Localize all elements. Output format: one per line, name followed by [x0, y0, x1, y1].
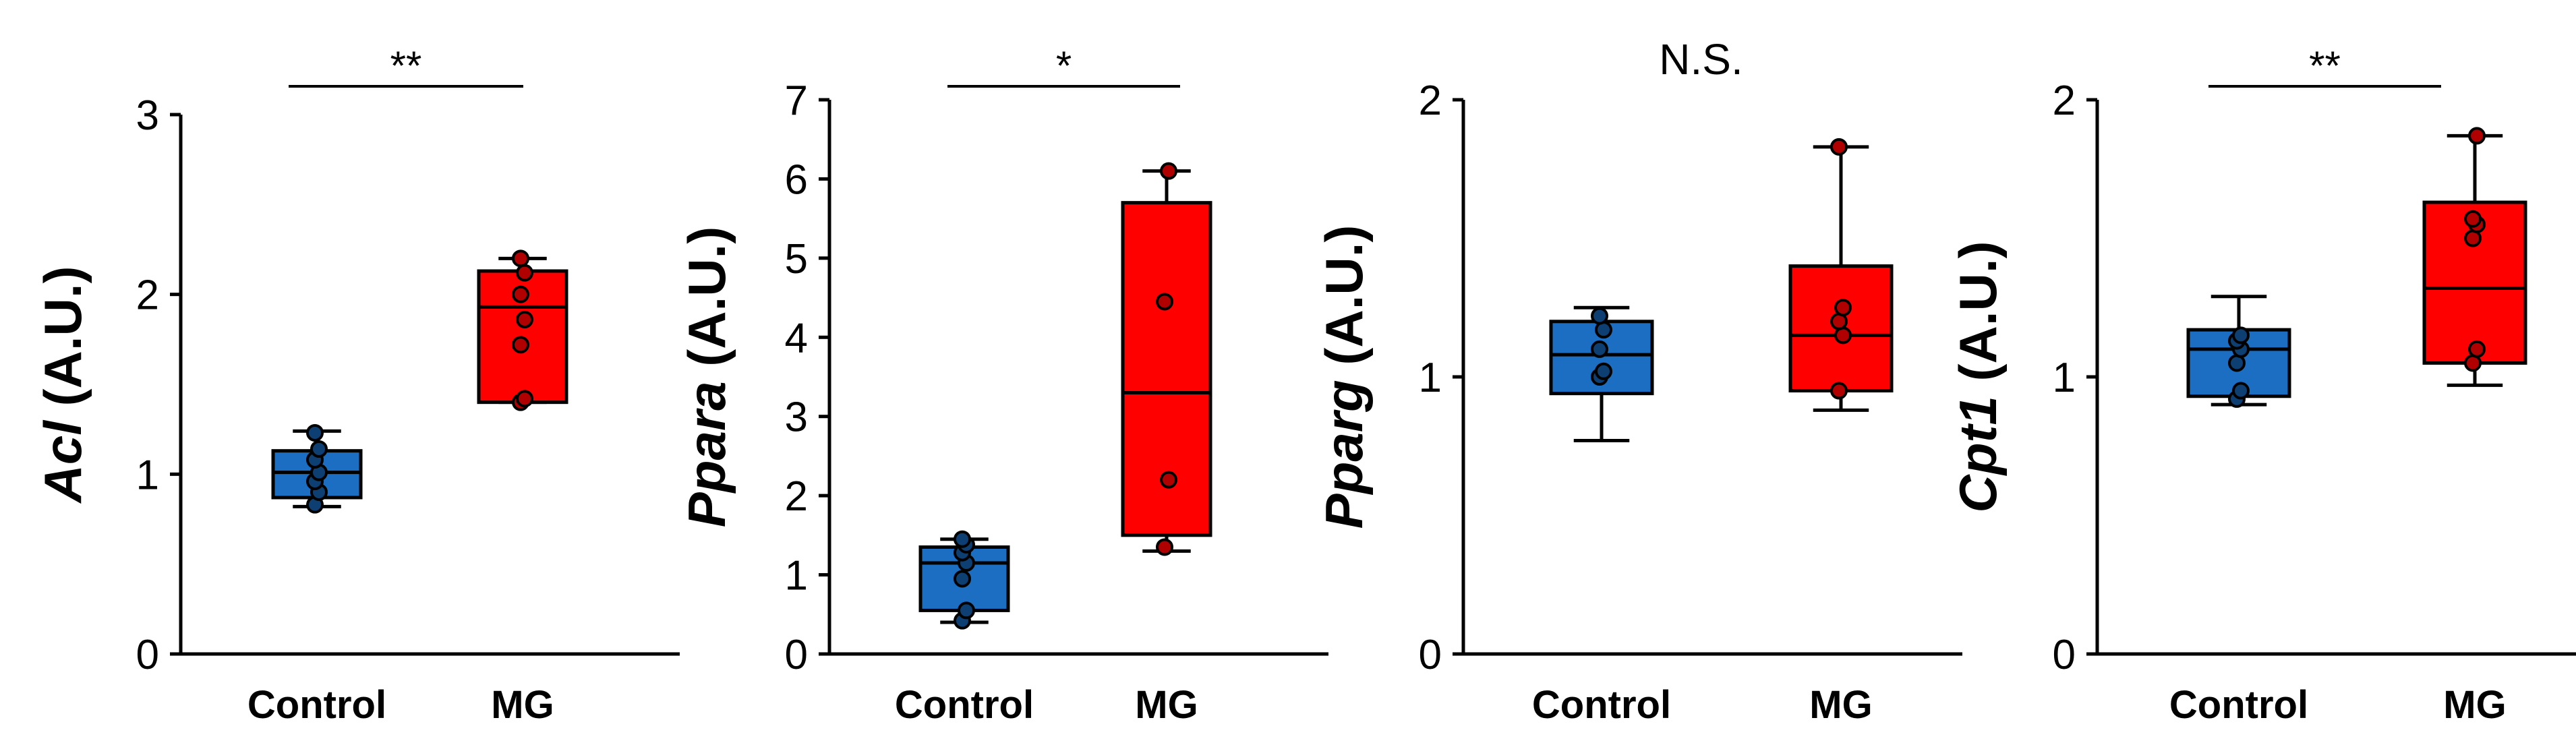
y-axis-title: Acl (A.U.) — [33, 266, 92, 504]
significance-label: ** — [2309, 43, 2341, 88]
data-point — [2464, 210, 2482, 228]
data-point — [1591, 307, 1608, 325]
data-point — [954, 570, 971, 588]
data-point — [1160, 162, 1177, 180]
data-point — [2232, 326, 2250, 345]
y-tick-label: 0 — [2053, 632, 2076, 678]
x-category-label: Control — [247, 683, 386, 727]
data-point — [1834, 299, 1852, 317]
data-point — [954, 530, 971, 548]
significance-label: * — [1056, 43, 1072, 88]
data-point — [958, 601, 975, 620]
data-point — [2468, 340, 2486, 358]
y-tick-label: 2 — [136, 272, 159, 319]
y-tick-label: 1 — [136, 452, 159, 498]
data-point — [516, 311, 533, 328]
y-axis-gene: Cpt1 — [1948, 396, 2008, 512]
box-mg — [477, 249, 568, 411]
y-tick-label: 7 — [785, 78, 808, 124]
panel-cpt1: 0 1 2 Control MG Cpt1 (A.U.) ** — [1948, 43, 2576, 727]
y-axis-gene: Pparg — [1314, 380, 1374, 529]
panel-acl: 0 1 2 3 Control MG Acl (A.U.) ** — [33, 43, 680, 727]
significance-label: ** — [390, 43, 422, 88]
y-axis-unit: (A.U.) — [33, 266, 92, 421]
y-tick-label: 0 — [1419, 632, 1442, 678]
data-point — [1160, 471, 1177, 489]
panel-pparg: 0 1 2 Control MG Pparg (A.U.) N.S. — [1314, 35, 1962, 727]
data-point — [1830, 382, 1848, 400]
box-control — [918, 530, 1010, 630]
data-point — [1591, 340, 1608, 358]
significance-label: N.S. — [1659, 35, 1743, 84]
x-category-label: Control — [2169, 683, 2308, 727]
y-tick-label: 5 — [785, 236, 808, 282]
data-point — [516, 390, 533, 408]
x-category-label: MG — [491, 683, 554, 727]
y-tick-label: 1 — [2053, 355, 2076, 401]
y-axis-title: Cpt1 (A.U.) — [1948, 241, 2008, 513]
y-axis-unit: (A.U.) — [1948, 241, 2008, 396]
y-tick-label: 4 — [785, 315, 808, 361]
data-point — [512, 285, 529, 303]
y-tick-label: 1 — [1419, 355, 1442, 401]
x-category-label: MG — [1135, 683, 1198, 727]
x-category-label: MG — [2443, 683, 2506, 727]
y-axis-title: Ppara (A.U.) — [677, 227, 736, 527]
y-axis-unit: (A.U.) — [677, 227, 736, 382]
box-mg — [2422, 127, 2527, 387]
y-tick-label: 1 — [785, 553, 808, 599]
y-tick-label: 0 — [136, 632, 159, 678]
x-category-label: Control — [1532, 683, 1671, 727]
y-tick-label: 6 — [785, 156, 808, 203]
box-mg — [1788, 138, 1894, 412]
box-control — [1549, 305, 1654, 443]
y-tick-label: 2 — [2053, 78, 2076, 124]
y-axis-title: Pparg (A.U.) — [1314, 225, 1374, 529]
y-tick-label: 3 — [136, 92, 159, 139]
y-tick-label: 0 — [785, 632, 808, 678]
x-category-label: MG — [1809, 683, 1872, 727]
box-control — [2186, 295, 2291, 408]
y-axis-gene: Ppara — [677, 381, 736, 527]
data-point — [2232, 382, 2250, 400]
panel-ppara: 0 1 2 3 4 5 6 7 Control MG Ppara (A.U.) * — [677, 43, 1328, 727]
data-point — [512, 249, 529, 268]
data-point — [1830, 138, 1848, 156]
box-control — [271, 424, 363, 514]
data-point — [2468, 127, 2486, 145]
data-point — [1156, 538, 1173, 556]
data-point — [306, 424, 324, 442]
data-point — [310, 440, 328, 458]
data-point — [512, 336, 529, 354]
x-category-label: Control — [895, 683, 1034, 727]
data-point — [1595, 362, 1612, 380]
y-axis-gene: Acl — [33, 420, 92, 504]
y-tick-label: 2 — [785, 473, 808, 520]
y-tick-label: 2 — [1419, 78, 1442, 124]
box-mg — [1121, 162, 1212, 556]
data-point — [1156, 293, 1173, 311]
y-tick-label: 3 — [785, 394, 808, 441]
data-point — [516, 264, 533, 282]
y-axis-unit: (A.U.) — [1314, 225, 1374, 380]
